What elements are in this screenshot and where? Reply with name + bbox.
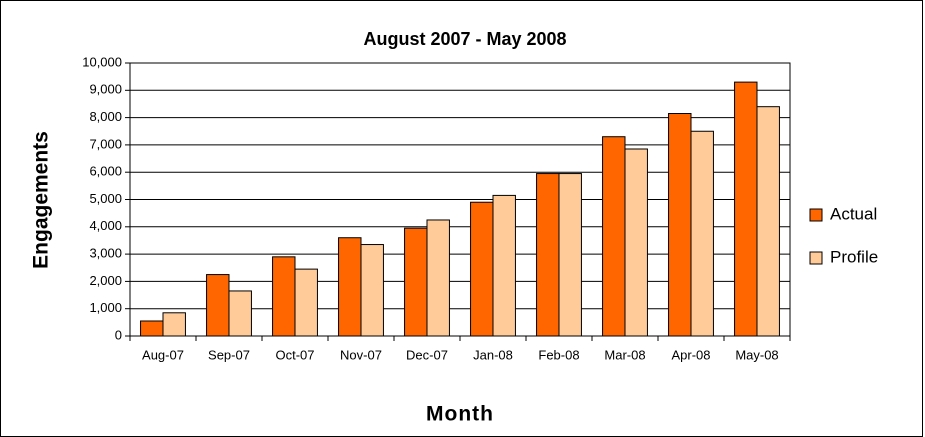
bar — [206, 274, 230, 337]
x-tick-label: Jan-08 — [473, 347, 513, 362]
bar — [272, 256, 296, 337]
legend-swatch — [809, 251, 823, 265]
x-tick-label: Aug-07 — [142, 347, 184, 362]
bar — [668, 113, 692, 337]
y-tick-label: 5,000 — [89, 191, 122, 206]
bar — [426, 219, 450, 337]
bar — [492, 194, 516, 337]
legend-label: Profile — [830, 247, 878, 266]
legend-label: Actual — [830, 204, 877, 223]
bar — [558, 173, 582, 337]
bar — [162, 312, 186, 337]
bar — [140, 320, 164, 337]
x-tick-label: Mar-08 — [604, 347, 645, 362]
x-tick-label: Dec-07 — [406, 347, 448, 362]
bar — [470, 201, 494, 337]
bar — [228, 290, 252, 337]
legend-swatch — [809, 208, 823, 222]
bar — [536, 173, 560, 337]
chart-title: August 2007 - May 2008 — [363, 29, 566, 49]
bar — [734, 81, 758, 337]
y-tick-label: 10,000 — [82, 54, 122, 69]
y-axis-label: Engagements — [30, 131, 53, 269]
bar — [294, 268, 318, 337]
x-tick-label: Oct-07 — [275, 347, 314, 362]
x-tick-label: Sep-07 — [208, 347, 250, 362]
x-tick-label: May-08 — [735, 347, 778, 362]
x-tick-label: Feb-08 — [538, 347, 579, 362]
x-axis-label: Month — [426, 403, 494, 426]
x-tick-label: Apr-08 — [671, 347, 710, 362]
bar — [602, 136, 626, 337]
y-tick-label: 2,000 — [89, 273, 122, 288]
bar — [756, 106, 780, 337]
y-tick-label: 9,000 — [89, 82, 122, 97]
y-tick-label: 0 — [115, 327, 122, 342]
bar — [360, 244, 384, 337]
y-tick-label: 3,000 — [89, 246, 122, 261]
bar — [338, 237, 362, 337]
bar — [690, 130, 714, 337]
y-tick-label: 6,000 — [89, 164, 122, 179]
y-tick-label: 1,000 — [89, 300, 122, 315]
bar — [404, 227, 428, 337]
y-tick-label: 4,000 — [89, 218, 122, 233]
y-tick-label: 8,000 — [89, 109, 122, 124]
y-tick-label: 7,000 — [89, 136, 122, 151]
x-tick-label: Nov-07 — [340, 347, 382, 362]
bar — [624, 148, 648, 337]
